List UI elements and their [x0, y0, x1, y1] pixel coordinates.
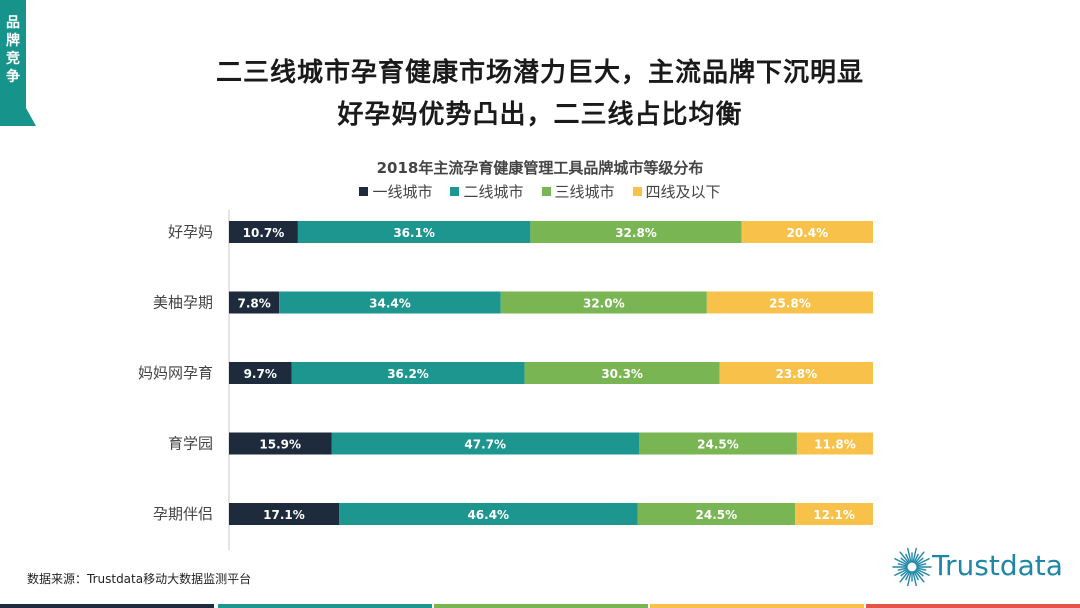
logo-ray	[897, 563, 908, 567]
bar-value-label: 12.1%	[813, 508, 855, 522]
legend-swatch	[632, 187, 642, 196]
bar-segment	[339, 503, 638, 525]
logo-ray	[915, 569, 924, 577]
bar-value-label: 32.0%	[583, 297, 625, 311]
bar-value-label: 32.8%	[615, 226, 657, 240]
legend-label: 二线城市	[463, 183, 524, 201]
bar-segment	[637, 503, 796, 525]
bar-segment	[500, 291, 707, 314]
category-label: 妈妈网孕育	[138, 364, 213, 382]
bar-value-label: 7.8%	[237, 297, 270, 311]
bar-segment	[297, 221, 531, 243]
logo-ray	[913, 570, 919, 581]
logo-ray	[894, 558, 909, 566]
bar-segment	[638, 432, 797, 455]
bar-segment	[524, 362, 720, 384]
bar-segment	[530, 221, 742, 243]
bar-segment	[706, 291, 873, 314]
side-tab-label: 品牌竞争	[6, 15, 20, 85]
logo-ray	[912, 547, 917, 563]
legend-swatch	[450, 187, 460, 196]
logo-ray	[913, 553, 919, 564]
bar-value-label: 20.4%	[786, 226, 828, 240]
bar-value-label: 34.4%	[369, 297, 411, 311]
bar-segment	[279, 291, 501, 314]
bar-value-label: 17.1%	[263, 508, 305, 522]
footer-bar-segment	[866, 604, 1080, 608]
logo-ray	[900, 569, 909, 577]
bar-segment	[229, 362, 292, 384]
logo-ray	[905, 553, 911, 564]
logo-ray	[899, 551, 910, 564]
footer-bar-segment	[434, 604, 648, 608]
bar-value-label: 24.5%	[697, 438, 739, 452]
bar-segment	[331, 432, 639, 455]
logo-ray	[899, 570, 910, 583]
logo-ray	[916, 567, 927, 571]
bar-value-label: 23.8%	[776, 367, 818, 381]
bar-value-label: 24.5%	[696, 508, 738, 522]
legend-item: 一线城市	[359, 181, 432, 202]
chart-title: 2018年主流孕育健康管理工具品牌城市等级分布	[376, 159, 704, 177]
data-source-note: 数据来源：Trustdata移动大数据监测平台	[27, 572, 252, 586]
legend-label: 一线城市	[372, 183, 433, 201]
bar-value-label: 36.2%	[387, 367, 429, 381]
bar-value-label: 46.4%	[467, 508, 509, 522]
bar-segment	[291, 362, 525, 384]
side-tab-shape	[0, 0, 36, 126]
legend-item: 四线及以下	[632, 181, 721, 202]
footer-bar-segment	[0, 604, 214, 608]
category-label: 育学园	[168, 435, 213, 453]
bar-segment	[229, 432, 332, 455]
legend-swatch	[359, 187, 369, 196]
bar-value-label: 11.8%	[814, 438, 856, 452]
logo-ray	[912, 571, 917, 587]
trustdata-logo: Trustdata	[892, 537, 1072, 595]
bar-value-label: 47.7%	[464, 438, 506, 452]
side-tab: 品牌竞争	[0, 0, 36, 126]
logo-text: Trustdata	[932, 549, 1063, 582]
logo-ray	[907, 571, 912, 587]
logo-ray	[914, 551, 925, 564]
legend-swatch	[541, 187, 551, 196]
logo-ray	[907, 547, 912, 563]
bar-segment	[795, 503, 873, 525]
bar-value-label: 9.7%	[244, 367, 277, 381]
bar-segment	[229, 291, 280, 314]
legend-label: 四线及以下	[645, 183, 721, 201]
logo-ray	[915, 558, 930, 566]
logo-ray	[915, 557, 924, 565]
bar-segment	[229, 503, 340, 525]
bar-segment	[229, 221, 298, 243]
legend-item: 二线城市	[450, 181, 524, 202]
bar-value-label: 10.7%	[243, 226, 285, 240]
category-label: 好孕妈	[168, 223, 213, 241]
logo-burst-icon	[892, 547, 932, 587]
legend-label: 三线城市	[554, 183, 615, 201]
logo-ray	[900, 557, 909, 565]
bar-segment	[741, 221, 873, 243]
headline-line-2: 好孕妈优势凸出，二三线占比均衡	[337, 100, 743, 130]
stacked-bar-chart: 好孕妈 10.7% 36.1% 32.8% 20.4% 美柚孕期 7.8% 34.4% 32.0…	[138, 210, 873, 550]
category-label: 孕期伴侣	[153, 505, 213, 523]
bar-segment	[796, 432, 873, 455]
logo-ray	[914, 570, 925, 583]
bar-value-label: 30.3%	[601, 367, 643, 381]
headline-line-1: 二三线城市孕育健康市场潜力巨大，主流品牌下沉明显	[215, 58, 864, 88]
logo-ray	[905, 570, 911, 581]
footer-bar-segment	[218, 604, 432, 608]
bar-value-label: 36.1%	[393, 226, 435, 240]
logo-ray	[915, 568, 930, 576]
category-label: 美柚孕期	[153, 294, 213, 312]
bar-segment	[719, 362, 873, 384]
logo-ray	[894, 568, 909, 576]
footer-bar-segment	[650, 604, 864, 608]
legend-item: 三线城市	[541, 181, 615, 202]
bar-value-label: 15.9%	[259, 438, 301, 452]
logo-ray	[916, 563, 927, 567]
bar-value-label: 25.8%	[769, 297, 811, 311]
chart-legend: 一线城市 二线城市 三线城市 四线及以下	[0, 181, 1080, 202]
logo-ray	[897, 567, 908, 571]
